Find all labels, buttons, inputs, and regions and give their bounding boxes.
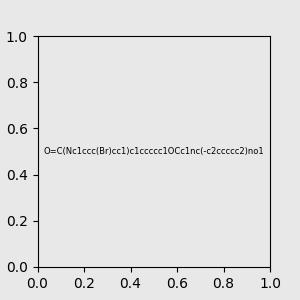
Text: O=C(Nc1ccc(Br)cc1)c1ccccc1OCc1nc(-c2ccccc2)no1: O=C(Nc1ccc(Br)cc1)c1ccccc1OCc1nc(-c2cccc… — [44, 147, 264, 156]
